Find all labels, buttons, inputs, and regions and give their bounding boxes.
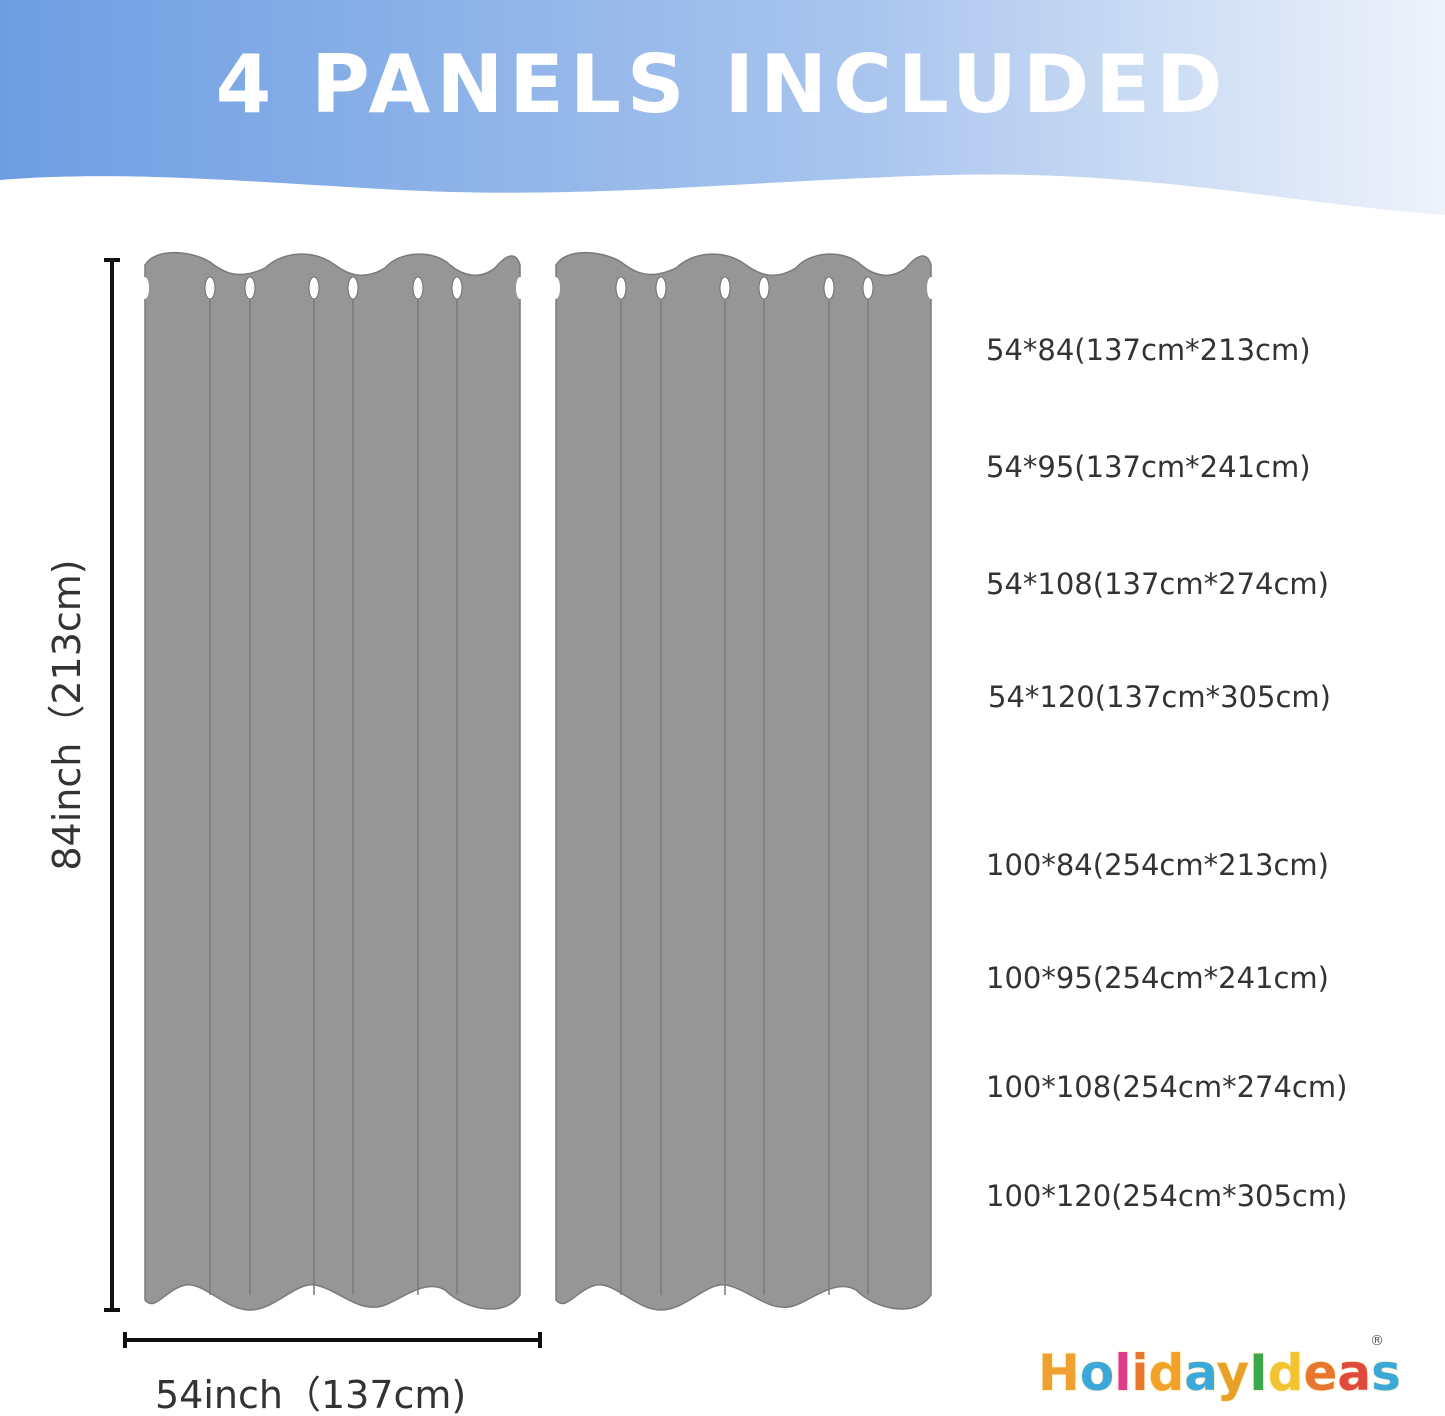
width-label: 54inch（137cm) [155, 1373, 466, 1416]
curtain-panel [552, 251, 935, 1311]
brand-logo: HolidayIdeas ® [1037, 1333, 1402, 1403]
grommet-icon [758, 276, 770, 300]
width-measure: 54inch（137cm) [123, 1332, 542, 1416]
size-option: 100*84(254cm*213cm) [986, 848, 1329, 882]
logo-letter: I [1249, 1344, 1268, 1402]
grommet-icon [552, 277, 560, 299]
logo-letter: o [1080, 1344, 1114, 1402]
size-option: 54*95(137cm*241cm) [986, 450, 1311, 484]
grommet-icon [615, 276, 627, 300]
grommet-icon [719, 276, 731, 300]
size-option: 100*120(254cm*305cm) [986, 1179, 1347, 1213]
banner-title: 4 PANELS INCLUDED [216, 38, 1229, 131]
grommet-icon [451, 276, 463, 300]
registered-mark: ® [1370, 1333, 1384, 1349]
size-option: 54*84(137cm*213cm) [986, 333, 1311, 367]
grommet-icon [347, 276, 359, 300]
grommet-icon [204, 276, 216, 300]
size-list: 54*84(137cm*213cm) 54*95(137cm*241cm) 54… [986, 333, 1347, 1213]
logo-letter: e [1304, 1344, 1338, 1402]
logo-letter: d [1149, 1344, 1185, 1402]
grommet-icon [141, 277, 149, 299]
banner-background [0, 0, 1445, 215]
grommet-icon [927, 277, 935, 299]
logo-letter: a [1337, 1344, 1371, 1402]
curtain-panel [141, 251, 524, 1311]
size-option: 100*108(254cm*274cm) [986, 1070, 1347, 1104]
grommet-icon [516, 277, 524, 299]
curtain-fabric [144, 251, 521, 1311]
logo-letter: d [1268, 1344, 1304, 1402]
grommet-icon [244, 276, 256, 300]
size-option: 54*120(137cm*305cm) [988, 680, 1331, 714]
curtain-fabric [555, 251, 932, 1311]
logo-letter: y [1217, 1344, 1250, 1402]
banner: 4 PANELS INCLUDED [0, 0, 1445, 225]
grommet-icon [823, 276, 835, 300]
curtain-panels [141, 251, 935, 1311]
grommet-icon [308, 276, 320, 300]
logo-letter: H [1038, 1344, 1080, 1402]
grommet-icon [655, 276, 667, 300]
logo-text: HolidayIdeas [1038, 1344, 1401, 1402]
size-option: 54*108(137cm*274cm) [986, 567, 1329, 601]
height-measure: 84inch（213cm) [45, 258, 120, 1312]
size-option: 100*95(254cm*241cm) [986, 961, 1329, 995]
height-label: 84inch（213cm) [45, 559, 89, 870]
logo-letter: a [1184, 1344, 1216, 1402]
banner-wave [0, 174, 1445, 225]
grommet-icon [862, 276, 874, 300]
grommet-icon [412, 276, 424, 300]
logo-letter: i [1131, 1344, 1148, 1402]
logo-letter: l [1114, 1344, 1131, 1402]
logo-letter: s [1371, 1344, 1401, 1402]
